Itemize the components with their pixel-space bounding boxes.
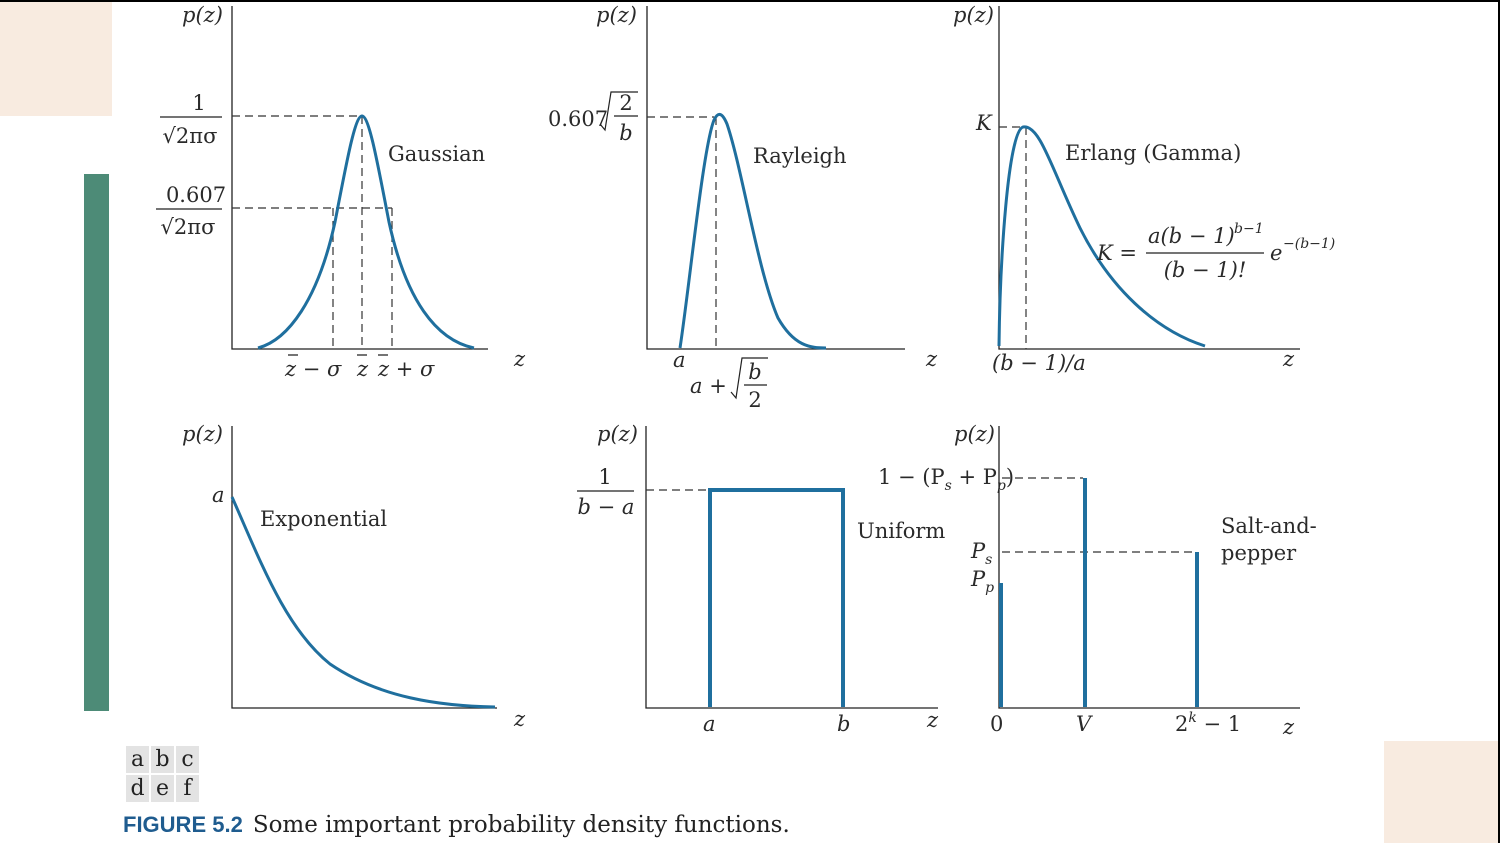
erlang-formula-e: e — [1270, 241, 1282, 265]
gaussian-ylabel: p(z) — [182, 3, 223, 27]
gaussian-vertical-guides — [332, 116, 393, 349]
exponential-curve — [230, 496, 496, 709]
uniform-height-numerator: 1 — [598, 465, 611, 489]
decorative-box-top-left — [0, 0, 112, 116]
exponential-ylabel: p(z) — [182, 422, 223, 446]
exponential-name: Exponential — [260, 507, 387, 531]
exponential-xlabel: z — [513, 707, 526, 731]
uniform-tick-b: b — [837, 712, 850, 736]
saltpepper-pp-label: Pp — [970, 567, 994, 596]
figure-caption-text: Some important probability density funct… — [252, 812, 790, 838]
exponential-axes — [231, 426, 497, 709]
panel-letter-e: e — [149, 773, 176, 804]
panel-letter-a: a — [124, 744, 151, 775]
erlang-formula-lhs: K = — [1096, 241, 1137, 265]
erlang-formula-denominator: (b − 1)! — [1164, 258, 1247, 282]
gaussian-name: Gaussian — [388, 142, 485, 166]
erlang-formula-numerator: a(b − 1) — [1148, 224, 1235, 248]
uniform-panel: p(z) z 1 b − a Uniform a b — [577, 422, 945, 736]
erlang-tick-peak: (b − 1)/a — [992, 351, 1086, 375]
uniform-height-denominator: b − a — [578, 495, 635, 519]
accent-bar — [84, 174, 109, 711]
rayleigh-name: Rayleigh — [753, 144, 847, 168]
gaussian-mid-denominator: √2πσ — [161, 215, 216, 239]
gaussian-mid-numerator: 0.607 — [166, 183, 226, 207]
saltpepper-panel: p(z) z 1 − (Ps + Pp) Ps Pp Salt-and- pep… — [878, 422, 1317, 739]
rayleigh-tick-a: a — [673, 348, 686, 372]
erlang-ylabel: p(z) — [953, 3, 994, 27]
gaussian-tick-mean: z — [356, 357, 369, 381]
uniform-tick-a: a — [703, 712, 716, 736]
rayleigh-tick-denominator: 2 — [748, 388, 761, 412]
rayleigh-curve — [678, 113, 827, 350]
saltpepper-tick-v: V — [1076, 712, 1093, 736]
uniform-ylabel: p(z) — [597, 422, 638, 446]
saltpepper-name-line2: pepper — [1221, 541, 1297, 565]
rayleigh-peak-numerator: 2 — [619, 91, 632, 115]
gaussian-axes — [231, 6, 488, 350]
rayleigh-peak-denominator: b — [619, 121, 632, 145]
panel-letter-grid: a b c d e f — [124, 744, 201, 804]
figure-caption: FIGURE 5.2 Some important probability den… — [123, 812, 790, 838]
uniform-xlabel: z — [926, 708, 939, 732]
rayleigh-ylabel: p(z) — [596, 3, 637, 27]
gaussian-peak-numerator: 1 — [192, 91, 205, 115]
rayleigh-tick-peak-prefix: a + — [690, 374, 727, 398]
gaussian-panel: p(z) z 1 √2πσ 0.607 √2πσ Gaussian z − σ … — [156, 3, 526, 381]
uniform-name: Uniform — [857, 519, 945, 543]
panel-letter-c: c — [174, 744, 201, 775]
rayleigh-tick-numerator: b — [748, 360, 761, 384]
erlang-peak-label: K — [975, 111, 993, 135]
erlang-curve — [997, 125, 1206, 348]
panel-letter-d: d — [124, 773, 151, 804]
erlang-xlabel: z — [1282, 347, 1295, 371]
panel-letter-f: f — [174, 773, 201, 804]
saltpepper-ps-label: Ps — [970, 539, 992, 568]
saltpepper-xlabel: z — [1282, 715, 1295, 739]
rayleigh-peak-coef: 0.607 — [548, 107, 608, 131]
saltpepper-name-line1: Salt-and- — [1221, 514, 1317, 538]
erlang-axes — [998, 6, 1300, 350]
rayleigh-panel: p(z) z 0.607 2 b Rayleigh a a + b 2 — [548, 3, 938, 412]
exponential-panel: p(z) z a Exponential — [182, 422, 526, 731]
gaussian-tick-minus: z − σ — [284, 357, 342, 381]
exponential-start-label: a — [212, 483, 225, 507]
saltpepper-ylabel: p(z) — [954, 422, 995, 446]
gaussian-peak-denominator: √2πσ — [163, 124, 218, 148]
decorative-box-bottom-right — [1384, 741, 1500, 843]
gaussian-tick-plus: z + σ — [377, 357, 435, 381]
gaussian-curve — [257, 114, 475, 350]
erlang-formula-num-exponent: b−1 — [1234, 221, 1264, 237]
figure-caption-label: FIGURE 5.2 — [123, 812, 243, 837]
erlang-formula-e-exponent: −(b−1) — [1283, 236, 1335, 252]
saltpepper-tick-max: 2k − 1 — [1175, 710, 1241, 736]
panel-letter-b: b — [149, 744, 176, 775]
uniform-axes — [645, 426, 938, 709]
saltpepper-tick-0: 0 — [990, 712, 1003, 736]
rayleigh-xlabel: z — [925, 347, 938, 371]
saltpepper-axes — [998, 426, 1300, 709]
rayleigh-tick-radical — [730, 357, 768, 400]
erlang-panel: p(z) z K Erlang (Gamma) K = a(b − 1) b−1… — [953, 3, 1335, 375]
rayleigh-peak-radical — [599, 91, 638, 132]
uniform-rectangle — [708, 488, 845, 707]
gaussian-xlabel: z — [513, 347, 526, 371]
saltpepper-top-label: 1 − (Ps + Pp) — [878, 465, 1014, 494]
erlang-name: Erlang (Gamma) — [1065, 141, 1241, 165]
